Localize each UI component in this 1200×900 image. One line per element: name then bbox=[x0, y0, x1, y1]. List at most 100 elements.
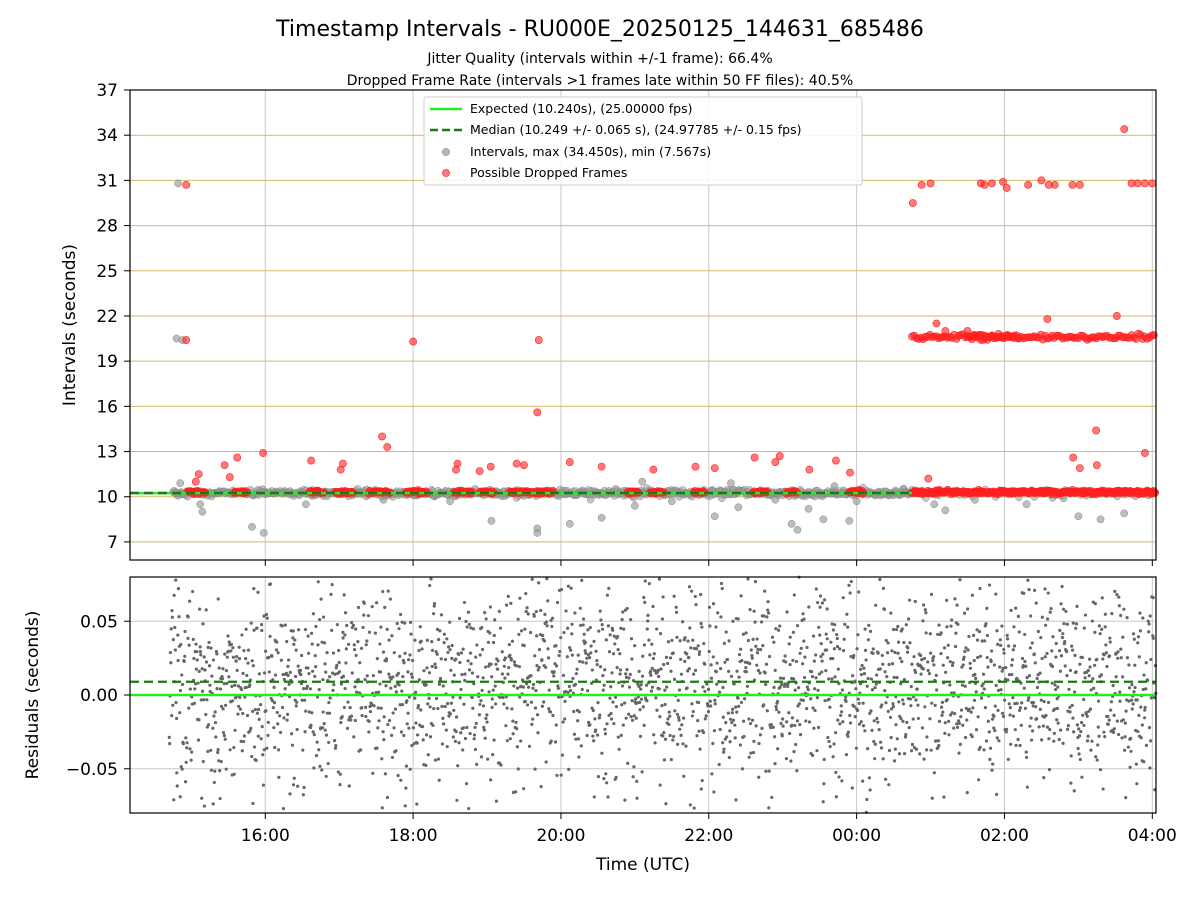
residual-point bbox=[965, 718, 969, 722]
legend-intervals-swatch bbox=[442, 148, 450, 156]
residual-point bbox=[581, 623, 585, 627]
residual-point bbox=[779, 721, 783, 726]
residual-point bbox=[855, 647, 859, 651]
dropped-frame-point bbox=[775, 452, 784, 460]
residual-point bbox=[464, 782, 469, 786]
residual-point bbox=[1119, 613, 1123, 618]
residual-point bbox=[831, 755, 835, 759]
residual-point bbox=[303, 698, 307, 702]
residual-point bbox=[1069, 781, 1073, 785]
interval-point bbox=[667, 497, 676, 506]
residual-point bbox=[868, 629, 873, 633]
residual-point bbox=[588, 625, 592, 630]
residual-point bbox=[309, 723, 313, 727]
dropped-frame-point bbox=[1002, 184, 1011, 192]
residual-point bbox=[532, 614, 536, 618]
residual-point bbox=[298, 668, 303, 672]
residual-point bbox=[668, 656, 673, 660]
residual-point bbox=[1130, 707, 1134, 711]
residual-point bbox=[951, 661, 955, 665]
residual-point bbox=[1106, 714, 1110, 719]
residual-point bbox=[1022, 591, 1026, 595]
residual-point bbox=[1079, 720, 1084, 725]
residual-point bbox=[275, 640, 279, 644]
residual-point bbox=[748, 662, 752, 666]
residual-point bbox=[658, 783, 662, 787]
residual-point bbox=[970, 593, 975, 597]
residual-point bbox=[436, 757, 441, 761]
residual-point bbox=[984, 739, 989, 743]
residual-point bbox=[791, 677, 796, 681]
residual-point bbox=[1034, 601, 1038, 605]
residual-point bbox=[330, 582, 334, 587]
residual-point bbox=[811, 753, 815, 757]
residual-point bbox=[827, 697, 831, 701]
residual-point bbox=[569, 586, 573, 590]
residual-point bbox=[439, 613, 444, 617]
residual-point bbox=[563, 717, 567, 721]
residual-point bbox=[378, 682, 382, 686]
residual-point bbox=[449, 701, 454, 705]
residual-point bbox=[337, 648, 341, 653]
residual-point bbox=[987, 583, 992, 587]
residual-point bbox=[666, 661, 670, 666]
residual-point bbox=[318, 617, 322, 622]
residual-point bbox=[1064, 649, 1069, 654]
residual-point bbox=[285, 718, 289, 722]
residual-point bbox=[346, 700, 350, 704]
residual-point bbox=[1054, 641, 1058, 646]
residual-point bbox=[449, 668, 453, 672]
residual-point bbox=[199, 653, 203, 657]
dropped-frame-point bbox=[233, 453, 242, 462]
residual-point bbox=[887, 748, 892, 753]
residual-point bbox=[956, 622, 960, 626]
residual-point bbox=[286, 673, 290, 677]
residual-point bbox=[175, 716, 179, 721]
residual-point bbox=[498, 626, 503, 630]
residual-point bbox=[929, 651, 933, 655]
residual-point bbox=[792, 749, 796, 754]
residual-point bbox=[702, 641, 706, 646]
residual-point bbox=[383, 772, 387, 776]
residual-point bbox=[835, 632, 839, 637]
residual-point bbox=[895, 737, 899, 741]
residual-point bbox=[630, 718, 635, 722]
residual-point bbox=[494, 662, 498, 666]
residual-point bbox=[1142, 716, 1147, 720]
residual-point bbox=[392, 726, 396, 730]
residual-point bbox=[372, 704, 376, 708]
residual-point bbox=[873, 742, 877, 746]
residual-point bbox=[975, 638, 980, 642]
residual-point bbox=[625, 668, 629, 672]
residual-point bbox=[1072, 730, 1076, 734]
residual-point bbox=[1005, 633, 1009, 637]
residual-point bbox=[789, 759, 793, 763]
residual-point bbox=[967, 634, 971, 639]
residual-point bbox=[669, 669, 673, 673]
residual-point bbox=[502, 664, 506, 668]
residual-point bbox=[894, 723, 898, 727]
residual-point bbox=[337, 670, 342, 674]
residual-point bbox=[904, 733, 908, 737]
residual-point bbox=[176, 658, 180, 663]
residual-point bbox=[312, 766, 316, 770]
residual-point bbox=[832, 647, 836, 651]
residual-point bbox=[1056, 721, 1060, 725]
residual-point bbox=[639, 683, 643, 687]
residual-point bbox=[707, 605, 712, 609]
residual-point bbox=[314, 665, 318, 669]
residual-point bbox=[571, 676, 575, 681]
interval-point bbox=[1022, 500, 1031, 509]
residual-point bbox=[216, 597, 220, 601]
residual-point bbox=[839, 713, 843, 718]
residual-point bbox=[966, 648, 970, 652]
residual-point bbox=[1129, 736, 1133, 740]
residual-point bbox=[749, 648, 753, 652]
residual-point bbox=[537, 581, 541, 585]
residual-point bbox=[598, 609, 602, 613]
residual-point bbox=[1004, 727, 1009, 731]
residual-point bbox=[1011, 714, 1016, 718]
residual-point bbox=[408, 767, 412, 771]
residual-point bbox=[916, 703, 920, 707]
residual-point bbox=[693, 689, 697, 693]
